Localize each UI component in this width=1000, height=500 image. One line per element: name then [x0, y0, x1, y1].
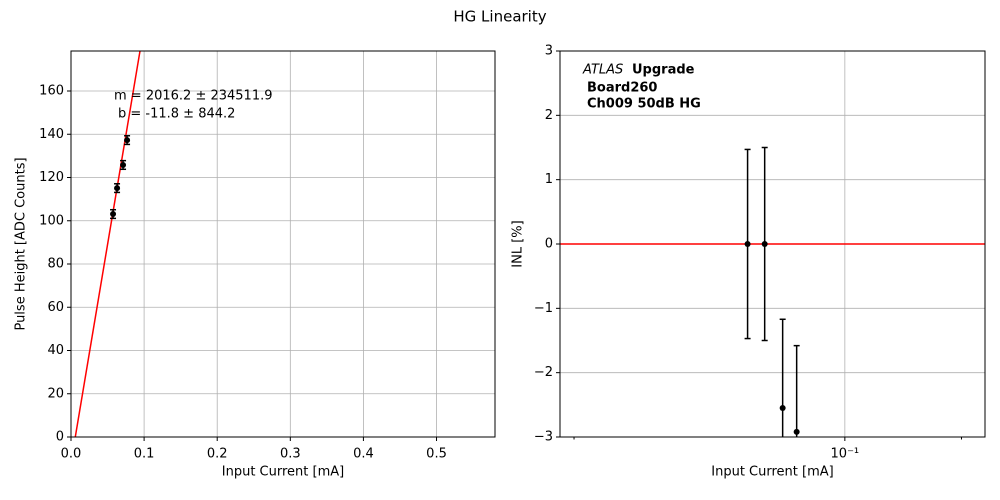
- data-point: [779, 405, 786, 412]
- x-tick-label: 0.5: [426, 447, 447, 462]
- annotation: m = 2016.2 ± 234511.9: [114, 89, 273, 104]
- x-tick-label: 0.3: [280, 447, 301, 462]
- y-tick-label: 160: [39, 84, 64, 99]
- data-point: [114, 185, 121, 192]
- data-point: [110, 211, 117, 218]
- x-tick-label: 0.4: [353, 447, 374, 462]
- y-tick-label: 100: [39, 213, 64, 228]
- y-tick-label: 140: [39, 127, 64, 142]
- x-tick-label: 10⁻¹: [831, 447, 860, 462]
- data-point: [761, 241, 768, 247]
- y-tick-label: −3: [534, 430, 553, 445]
- x-axis-label: Input Current [mA]: [222, 465, 344, 480]
- y-tick-label: 80: [47, 257, 64, 272]
- plot-area: [74, 51, 141, 437]
- y-tick-label: 20: [47, 386, 64, 401]
- x-axis-label: Input Current [mA]: [711, 465, 833, 480]
- data-point: [793, 428, 800, 435]
- y-tick-label: 120: [39, 170, 64, 185]
- data-point: [744, 241, 751, 247]
- y-tick-label: 60: [47, 300, 64, 315]
- annotation: Ch009 50dB HG: [587, 97, 701, 112]
- y-tick-label: 2: [545, 108, 553, 123]
- data-point: [120, 161, 127, 168]
- annotation: ATLAS: [582, 63, 623, 78]
- x-tick-label: 0.0: [61, 447, 82, 462]
- y-tick-label: −2: [534, 365, 553, 380]
- plot-area: [560, 146, 985, 437]
- axes-frame: [559, 50, 986, 438]
- y-tick-label: 0: [56, 430, 64, 445]
- y-tick-label: 40: [47, 343, 64, 358]
- annotation: Board260: [587, 81, 657, 96]
- y-axis-label: Pulse Height [ADC Counts]: [14, 157, 29, 330]
- axes-frame: [70, 50, 496, 438]
- y-tick-label: 0: [545, 237, 553, 252]
- data-point: [124, 137, 131, 144]
- y-axis-label: INL [%]: [511, 220, 526, 267]
- y-tick-label: 3: [545, 44, 553, 59]
- figure-title: HG Linearity: [453, 8, 546, 26]
- y-tick-label: 1: [545, 172, 553, 187]
- x-tick-label: 0.1: [134, 447, 155, 462]
- annotation: Upgrade: [632, 63, 695, 78]
- y-tick-label: −1: [534, 301, 553, 316]
- fit-line: [74, 51, 141, 437]
- annotation: b = -11.8 ± 844.2: [118, 107, 235, 122]
- x-tick-label: 0.2: [207, 447, 228, 462]
